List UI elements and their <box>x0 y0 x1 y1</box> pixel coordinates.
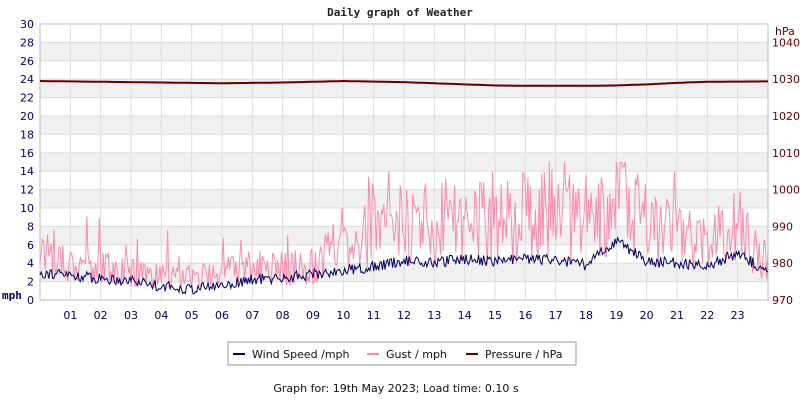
left-tick-label: 16 <box>20 147 34 160</box>
legend-label-wind: Wind Speed /mph <box>252 348 350 361</box>
x-tick-label: 13 <box>427 309 441 322</box>
x-tick-label: 14 <box>458 309 472 322</box>
left-tick-label: 8 <box>27 220 34 233</box>
x-tick-label: 06 <box>215 309 229 322</box>
left-tick-label: 2 <box>27 276 34 289</box>
left-tick-label: 20 <box>20 110 34 123</box>
right-tick-label: 1010 <box>772 147 800 160</box>
x-tick-label: 15 <box>488 309 502 322</box>
right-tick-label: 1040 <box>772 36 800 49</box>
right-tick-label: 980 <box>772 257 793 270</box>
left-tick-label: 22 <box>20 92 34 105</box>
left-tick-label: 24 <box>20 73 34 86</box>
left-tick-label: 28 <box>20 36 34 49</box>
x-tick-label: 19 <box>609 309 623 322</box>
right-tick-label: 1000 <box>772 184 800 197</box>
x-tick-label: 08 <box>276 309 290 322</box>
x-tick-label: 07 <box>245 309 259 322</box>
x-tick-label: 12 <box>397 309 411 322</box>
legend: Wind Speed /mph Gust / mph Pressure / hPa <box>227 341 577 366</box>
legend-box <box>227 341 577 366</box>
left-tick-label: 18 <box>20 128 34 141</box>
x-tick-label: 11 <box>367 309 381 322</box>
x-tick-label: 02 <box>94 309 108 322</box>
left-tick-label: 6 <box>27 239 34 252</box>
legend-label-pressure: Pressure / hPa <box>485 348 563 361</box>
x-axis-ticks: 01 02 03 04 05 06 07 08 09 10 11 12 13 14 15 16 17 18 19 20… <box>63 309 744 322</box>
left-tick-label: 26 <box>20 55 34 68</box>
right-tick-label: 990 <box>772 220 793 233</box>
left-tick-label: 12 <box>20 184 34 197</box>
plot-frame <box>39 23 769 301</box>
x-tick-label: 16 <box>518 309 532 322</box>
left-axis-unit: mph <box>2 289 22 302</box>
left-tick-label: 10 <box>20 202 34 215</box>
x-tick-label: 01 <box>63 309 77 322</box>
x-tick-label: 05 <box>185 309 199 322</box>
x-tick-label: 17 <box>549 309 563 322</box>
right-tick-label: 970 <box>772 294 793 307</box>
x-tick-label: 22 <box>700 309 714 322</box>
x-tick-label: 04 <box>154 309 168 322</box>
x-tick-label: 03 <box>124 309 138 322</box>
right-axis-unit: hPa <box>775 25 795 38</box>
x-tick-label: 20 <box>640 309 654 322</box>
left-tick-label: 4 <box>27 257 34 270</box>
footer-text: Graph for: 19th May 2023; Load time: 0.1… <box>273 382 519 395</box>
x-tick-label: 23 <box>731 309 745 322</box>
wind-speed-line <box>39 235 769 295</box>
right-tick-label: 1030 <box>772 73 800 86</box>
x-tick-label: 18 <box>579 309 593 322</box>
right-tick-label: 1020 <box>772 110 800 123</box>
x-tick-label: 21 <box>670 309 684 322</box>
legend-label-gust: Gust / mph <box>386 348 447 361</box>
gust-series <box>39 161 769 290</box>
wind-speed-series <box>39 235 769 295</box>
pressure-series <box>39 79 768 87</box>
left-tick-label: 0 <box>27 294 34 307</box>
x-tick-label: 10 <box>336 309 350 322</box>
left-tick-label: 14 <box>20 165 34 178</box>
gust-line <box>39 161 769 290</box>
right-axis-ticks: 970 980 990 1000 1010 1020 1030 1040 <box>772 36 800 307</box>
chart-title: Daily graph of Weather <box>327 6 473 19</box>
pressure-line <box>39 79 768 87</box>
x-tick-label: 09 <box>306 309 320 322</box>
left-tick-label: 30 <box>20 18 34 31</box>
